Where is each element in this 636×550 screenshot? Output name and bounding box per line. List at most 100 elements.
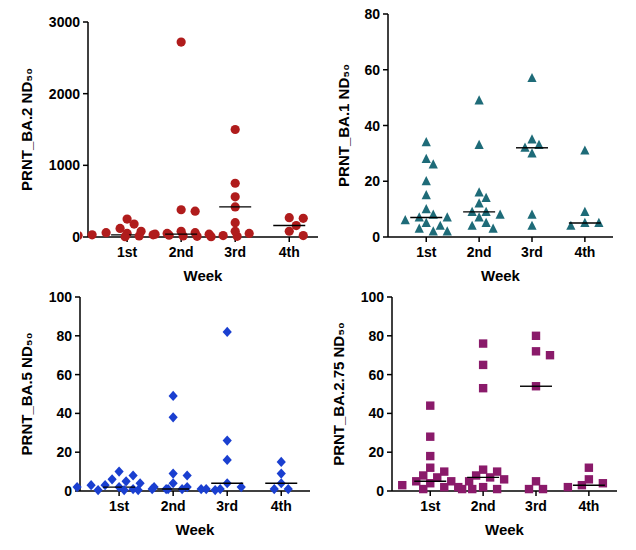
- data-point: [566, 221, 575, 230]
- x-tick: [588, 491, 590, 496]
- data-point: [231, 179, 240, 188]
- data-point: [479, 384, 487, 392]
- y-tick-label: 20: [364, 173, 380, 189]
- x-axis-title: Week: [481, 267, 521, 284]
- median-line: [467, 477, 499, 478]
- x-axis-title: Week: [485, 521, 525, 538]
- y-tick: [75, 413, 80, 415]
- y-tick: [387, 451, 392, 453]
- median-line: [219, 206, 251, 207]
- y-tick-label: 60: [368, 367, 384, 383]
- data-point: [130, 220, 139, 229]
- x-axis-title: Week: [184, 267, 224, 284]
- data-point: [88, 230, 97, 239]
- data-point: [284, 484, 293, 494]
- y-tick-label: 100: [49, 289, 73, 305]
- data-point: [169, 412, 178, 422]
- data-point: [231, 227, 240, 236]
- data-point: [169, 391, 178, 401]
- data-point: [121, 232, 130, 241]
- x-tick-label: 3rd: [216, 498, 238, 514]
- y-tick-label: 100: [361, 289, 385, 305]
- x-tick: [289, 237, 291, 242]
- data-point: [169, 468, 178, 478]
- data-point: [419, 485, 427, 493]
- x-tick: [478, 237, 480, 242]
- data-point: [80, 231, 83, 240]
- data-point: [546, 351, 554, 359]
- x-tick: [281, 491, 283, 496]
- median-line: [573, 484, 605, 485]
- median-line: [520, 386, 552, 387]
- data-point: [177, 205, 186, 214]
- data-point: [169, 478, 178, 488]
- y-tick-label: 80: [364, 6, 380, 22]
- data-point: [500, 475, 508, 483]
- y-tick-label: 60: [56, 367, 72, 383]
- data-point: [134, 485, 143, 495]
- panel: 0204060801st2nd3rd4thWeekPRNT_BA.1 ND₅₀: [335, 6, 613, 284]
- y-tick: [383, 125, 388, 127]
- data-point: [429, 226, 438, 235]
- y-tick: [75, 335, 80, 337]
- x-tick: [430, 491, 432, 496]
- data-point: [443, 226, 452, 235]
- data-point: [489, 223, 498, 232]
- panel: 01000200030001st2nd3rd4thWeekPRNT_BA.2 N…: [18, 14, 318, 284]
- y-tick: [387, 374, 392, 376]
- x-tick-label: 4th: [271, 498, 292, 514]
- median-line: [414, 481, 446, 482]
- data-point: [191, 228, 200, 237]
- data-point: [475, 140, 484, 149]
- y-tick: [383, 181, 388, 183]
- data-point: [183, 470, 192, 480]
- data-point: [299, 231, 308, 240]
- data-point: [585, 464, 593, 472]
- data-point: [135, 231, 144, 240]
- data-point: [599, 479, 607, 487]
- data-point: [87, 480, 96, 490]
- x-tick: [226, 491, 228, 496]
- y-tick-label: 60: [364, 62, 380, 78]
- data-point: [277, 468, 286, 478]
- data-point: [183, 482, 192, 492]
- x-tick-label: 2nd: [467, 244, 492, 260]
- data-point: [398, 481, 406, 489]
- data-point: [285, 227, 294, 236]
- data-point: [468, 221, 477, 230]
- data-point: [482, 193, 491, 202]
- y-tick: [75, 296, 80, 298]
- data-point: [223, 435, 232, 445]
- data-point: [149, 230, 158, 239]
- x-tick: [172, 491, 174, 496]
- y-tick-label: 20: [56, 444, 72, 460]
- y-tick: [387, 490, 392, 492]
- data-point: [205, 230, 214, 239]
- data-point: [148, 484, 157, 494]
- data-point: [479, 361, 487, 369]
- y-tick-label: 3000: [49, 14, 80, 30]
- y-tick-label: 40: [368, 405, 384, 421]
- panel: 0204060801001st2nd3rd4thWeekPRNT_BA.5 ND…: [18, 289, 310, 538]
- data-point: [216, 484, 225, 494]
- data-point: [475, 187, 484, 196]
- data-point: [422, 218, 431, 227]
- data-point: [564, 483, 572, 491]
- data-point: [231, 218, 240, 227]
- y-tick-label: 2000: [49, 86, 80, 102]
- data-point: [122, 476, 131, 486]
- y-tick: [83, 165, 88, 167]
- median-line: [211, 483, 243, 484]
- x-tick-label: 2nd: [161, 498, 186, 514]
- x-tick-label: 1st: [416, 244, 437, 260]
- y-tick: [383, 69, 388, 71]
- data-point: [415, 223, 424, 232]
- plot-area: [72, 327, 297, 495]
- data-point: [231, 125, 240, 134]
- data-point: [115, 467, 124, 477]
- median-line: [265, 483, 297, 484]
- data-point: [475, 198, 484, 207]
- data-point: [422, 176, 431, 185]
- data-point: [277, 457, 286, 467]
- data-point: [527, 134, 536, 143]
